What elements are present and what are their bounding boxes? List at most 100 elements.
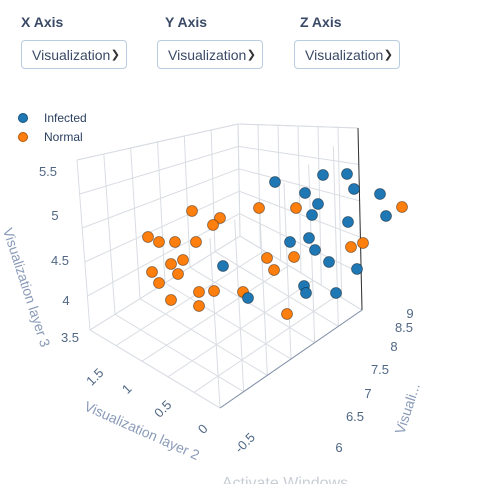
data-point-infected <box>242 292 254 304</box>
activate-windows-watermark: Activate Windows <box>222 475 348 484</box>
data-point-infected <box>300 287 312 299</box>
grid-line <box>283 182 292 360</box>
grid-line <box>237 123 241 237</box>
y-tick-label: -0.5 <box>232 430 258 456</box>
z-tick-label: 4 <box>62 293 69 308</box>
grid-line <box>332 146 339 327</box>
x-tick-label: 8.5 <box>395 320 413 335</box>
data-point-infected <box>299 187 311 199</box>
data-point-normal <box>153 236 165 248</box>
data-point-normal <box>208 285 220 297</box>
x-axis-title: X Axis <box>21 14 64 30</box>
data-point-normal <box>253 202 265 214</box>
data-point-normal <box>207 219 219 231</box>
data-point-infected <box>323 256 335 268</box>
grid-line <box>164 282 292 360</box>
grid-line <box>115 250 265 347</box>
grid-line <box>76 123 239 161</box>
grid-line <box>76 159 91 331</box>
data-point-normal <box>193 286 205 298</box>
legend: Infected Normal <box>18 108 87 146</box>
data-point-normal <box>268 264 280 276</box>
grid-line <box>114 313 244 393</box>
legend-item-normal[interactable]: Normal <box>18 127 87 146</box>
data-point-normal <box>165 258 177 270</box>
z-axis-label: Visualization layer 3 <box>0 226 54 349</box>
grid-line <box>238 145 359 165</box>
grid-line <box>237 123 359 129</box>
data-point-normal <box>281 308 293 320</box>
chevron-down-icon: ❯ <box>110 49 120 61</box>
data-point-normal <box>165 294 177 306</box>
grid-line <box>297 125 302 274</box>
data-point-infected <box>348 183 360 195</box>
x-tick-label: 7.5 <box>371 362 389 377</box>
grid-line <box>239 235 363 311</box>
y-tick-label: 0.5 <box>151 397 174 420</box>
data-point-infected <box>341 168 353 180</box>
legend-item-infected[interactable]: Infected <box>18 108 87 127</box>
data-point-infected <box>342 216 354 228</box>
grid-line <box>258 201 268 376</box>
x-tick-label: 8 <box>390 339 397 354</box>
x-tick-label: 9 <box>406 306 413 321</box>
grid-line <box>130 147 141 299</box>
grid-line <box>219 309 363 409</box>
data-point-normal <box>193 300 205 312</box>
x-tick-label: 6 <box>335 440 342 455</box>
data-point-infected <box>303 232 315 244</box>
grid-line <box>84 190 240 263</box>
grid-line <box>89 235 241 331</box>
data-point-normal <box>345 241 357 253</box>
grid-line <box>357 127 363 311</box>
data-point-normal <box>190 236 202 248</box>
grid-line <box>82 168 239 229</box>
z-tick-label: 5 <box>51 208 58 223</box>
z-tick-label: 5.5 <box>39 164 57 179</box>
data-point-infected <box>317 169 329 181</box>
data-point-normal <box>396 201 408 213</box>
z-tick-label: 4.5 <box>51 253 69 268</box>
y-axis-select[interactable]: Visualization layer 2 ❯ <box>157 40 263 69</box>
legend-marker <box>18 112 28 123</box>
y-axis-select-value: Visualization layer 2 <box>168 46 246 63</box>
legend-label: Infected <box>44 110 87 125</box>
legend-label: Normal <box>44 129 83 144</box>
x-axis-select[interactable]: Visualization layer 1 ❯ <box>21 40 127 69</box>
grid-line <box>209 237 221 409</box>
data-point-infected <box>284 236 296 248</box>
grid-line <box>337 127 343 298</box>
grid-line <box>189 266 315 344</box>
data-point-normal <box>261 252 273 264</box>
data-point-infected <box>309 244 321 256</box>
data-point-normal <box>357 237 369 249</box>
y-tick-label: 1.5 <box>83 365 106 388</box>
grid-line <box>239 190 361 238</box>
data-point-infected <box>330 287 342 299</box>
chevron-down-icon: ❯ <box>246 49 256 61</box>
chevron-down-icon: ❯ <box>383 49 393 61</box>
data-point-normal <box>169 236 181 248</box>
grid-line <box>238 168 360 202</box>
data-point-infected <box>374 188 386 200</box>
x-tick-label: 7 <box>364 386 371 401</box>
grid-line <box>157 141 166 284</box>
data-point-infected <box>217 260 229 272</box>
x-axis-label: Visuali... <box>391 381 422 436</box>
x-axis-control: X Axis Visualization layer 1 ❯ <box>21 14 127 69</box>
z-axis-select[interactable]: Visualization layer 3 ❯ <box>294 40 400 69</box>
y-tick-label: 0 <box>195 421 211 437</box>
z-axis-title: Z Axis <box>300 14 342 30</box>
data-point-normal <box>177 254 189 266</box>
data-point-normal <box>214 212 226 224</box>
y-tick-label: 1 <box>119 381 135 397</box>
data-point-normal <box>153 277 165 289</box>
data-point-infected <box>380 210 392 222</box>
y-axis-control: Y Axis Visualization layer 2 ❯ <box>157 14 263 69</box>
z-tick-label: 3.5 <box>61 330 79 345</box>
grid-line <box>79 145 239 195</box>
grid-line <box>214 251 339 327</box>
data-point-normal <box>186 205 198 217</box>
y-axis-label: Visualization layer 2 <box>82 398 202 463</box>
